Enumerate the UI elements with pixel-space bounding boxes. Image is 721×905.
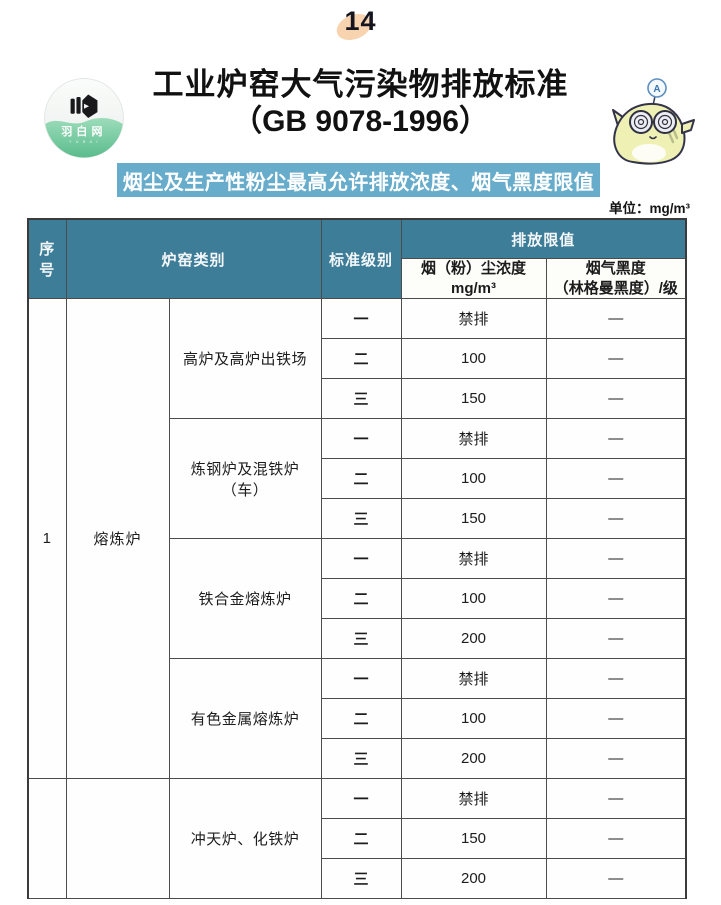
- table-row: 三 200 —: [28, 618, 687, 659]
- level-cell: 三: [320, 618, 402, 659]
- section-index-cell: [27, 778, 67, 899]
- page-number-area: 14: [0, 6, 721, 45]
- dust-cell: 禁排: [400, 418, 547, 459]
- dust-cell: 150: [400, 818, 547, 859]
- blackness-cell: —: [545, 658, 687, 699]
- table-row: 三 200 —: [28, 738, 687, 779]
- dust-cell: 100: [400, 698, 547, 739]
- col-header-blackness: 烟气黑度 （林格曼黑度）/级: [545, 258, 687, 299]
- dust-cell: 100: [400, 338, 547, 379]
- blackness-header-line2: （林格曼黑度）/级: [553, 279, 678, 297]
- dust-cell: 200: [400, 618, 547, 659]
- masthead: 羽白网 Y U B A I 工业炉窑大气污染物排放标准 （GB 9078-199…: [0, 66, 721, 166]
- table-row: 1 熔炼炉 高炉及高炉出铁场 一 禁排 —: [27, 298, 687, 779]
- dust-cell: 100: [400, 578, 547, 619]
- page-number-text: 14: [344, 6, 377, 36]
- level-cell: 三: [320, 738, 402, 779]
- table-area: 序号 炉窑类别 标准级别 排放限值 烟（粉）尘浓度 mg/m³ 烟气黑度 （林格曼黑…: [27, 218, 688, 899]
- blackness-cell: —: [545, 818, 687, 859]
- blackness-cell: —: [545, 378, 687, 419]
- level-cell: 二: [320, 338, 402, 379]
- group-name-cell: 炼钢炉及混铁炉（车）: [168, 418, 322, 539]
- section-banner-text: 烟尘及生产性粉尘最高允许排放浓度、烟气黑度限值: [122, 171, 595, 194]
- blackness-cell: —: [545, 698, 687, 739]
- blackness-cell: —: [545, 738, 687, 779]
- blackness-cell: —: [545, 618, 687, 659]
- level-cell: 三: [320, 498, 402, 539]
- col-header-dust: 烟（粉）尘浓度 mg/m³: [400, 258, 547, 299]
- dust-header-line2: mg/m³: [451, 279, 497, 297]
- section-category-cell: [65, 778, 170, 899]
- level-cell: 二: [320, 698, 402, 739]
- col-header-category: 炉窑类别: [65, 218, 322, 299]
- mascot-badge-letter: A: [653, 84, 660, 95]
- table-row: 二 100 —: [28, 338, 687, 379]
- level-cell: 二: [320, 818, 402, 859]
- logo-name-text: 羽白网: [61, 124, 106, 138]
- table-row: 三 150 —: [28, 378, 687, 419]
- level-cell: 三: [320, 378, 402, 419]
- table-row: 三 200 —: [28, 858, 687, 899]
- level-cell: 一: [320, 418, 402, 459]
- level-cell: 一: [320, 658, 402, 699]
- table-row: 炼钢炉及混铁炉（车） 一 禁排 —: [28, 418, 687, 539]
- yubai-logo-icon: 羽白网 Y U B A I: [44, 78, 124, 158]
- dust-cell: 200: [400, 858, 547, 899]
- col-header-level: 标准级别: [320, 218, 402, 299]
- col-header-limits: 排放限值: [400, 218, 687, 259]
- title-line2: （GB 9078-1996）: [232, 104, 489, 138]
- group-name-cell: 高炉及高炉出铁场: [168, 298, 322, 419]
- level-cell: 三: [320, 858, 402, 899]
- level-cell: 二: [320, 458, 402, 499]
- logo-mark-icon: [70, 94, 98, 118]
- dust-cell: 禁排: [400, 298, 547, 339]
- blackness-cell: —: [545, 538, 687, 579]
- dust-cell: 200: [400, 738, 547, 779]
- blackness-cell: —: [545, 458, 687, 499]
- table-row: 二 100 —: [28, 698, 687, 739]
- table-row: 二 100 —: [28, 458, 687, 499]
- blackness-cell: —: [545, 858, 687, 899]
- blackness-cell: —: [545, 498, 687, 539]
- level-cell: 一: [320, 298, 402, 339]
- dust-cell: 150: [400, 498, 547, 539]
- page-title: 工业炉窑大气污染物排放标准 （GB 9078-1996）: [130, 66, 591, 139]
- blackness-cell: —: [545, 338, 687, 379]
- logo-subtitle-text: Y U B A I: [69, 140, 99, 144]
- dust-cell: 禁排: [400, 538, 547, 579]
- level-cell: 二: [320, 578, 402, 619]
- group-name-cell: 铁合金熔炼炉: [168, 538, 322, 659]
- section-index-cell: 1: [27, 298, 67, 779]
- page-number: 14: [333, 6, 377, 45]
- group-name-cell: 冲天炉、化铁炉: [168, 778, 322, 899]
- unit-label: 单位：mg/m³: [609, 201, 690, 216]
- dust-header-line1: 烟（粉）尘浓度: [421, 260, 527, 277]
- title-line1: 工业炉窑大气污染物排放标准: [152, 67, 569, 102]
- dust-cell: 禁排: [400, 778, 547, 819]
- blackness-cell: —: [545, 578, 687, 619]
- blackness-cell: —: [545, 418, 687, 459]
- blackness-cell: —: [545, 298, 687, 339]
- section-category-cell: 熔炼炉: [65, 298, 170, 779]
- group-name-cell: 有色金属熔炼炉: [168, 658, 322, 779]
- table-row: 冲天炉、化铁炉 一 禁排 —: [27, 778, 687, 899]
- section-banner: 烟尘及生产性粉尘最高允许排放浓度、烟气黑度限值: [117, 163, 600, 197]
- table-row: 二 150 —: [28, 818, 687, 859]
- level-cell: 一: [320, 538, 402, 579]
- blackness-cell: —: [545, 778, 687, 819]
- dust-cell: 150: [400, 378, 547, 419]
- level-cell: 一: [320, 778, 402, 819]
- dust-cell: 100: [400, 458, 547, 499]
- dust-cell: 禁排: [400, 658, 547, 699]
- blackness-header-line1: 烟气黑度: [585, 260, 646, 277]
- mascot-icon: A: [612, 78, 695, 165]
- emission-limits-table: 序号 炉窑类别 标准级别 排放限值 烟（粉）尘浓度 mg/m³ 烟气黑度 （林格曼黑…: [27, 218, 688, 899]
- col-header-index: 序号: [27, 218, 67, 299]
